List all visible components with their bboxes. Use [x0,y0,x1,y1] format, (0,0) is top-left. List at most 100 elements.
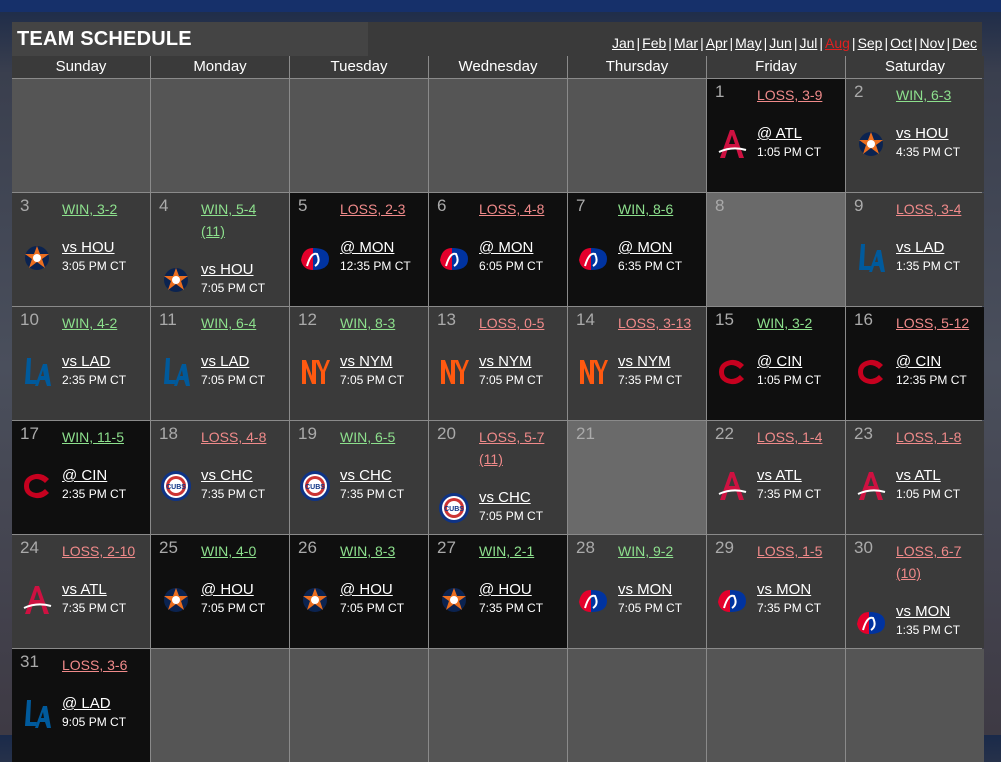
opponent-link[interactable]: vs NYM [479,353,532,370]
day-cell-7[interactable]: 7 WIN, 8-6 @ MON 6:35 PM CT [568,193,706,306]
day-cell-17[interactable]: 17 WIN, 11-5 @ CIN 2:35 PM CT [12,421,150,534]
day-cell-10[interactable]: 10 WIN, 4-2 vs LAD 2:35 PM CT [12,307,150,420]
opponent-link[interactable]: vs NYM [340,353,393,370]
month-link-feb[interactable]: Feb [642,35,667,51]
opponent-link[interactable]: vs MON [618,581,673,598]
day-cell-22[interactable]: 22 LOSS, 1-4 vs ATL 7:35 PM CT [707,421,845,534]
day-cell-1[interactable]: 1 LOSS, 3-9 @ ATL 1:05 PM CT [707,79,845,192]
opponent-link[interactable]: @ MON [340,239,395,256]
day-cell-30[interactable]: 30 LOSS, 6-7 (10) vs MON 1:35 PM CT [846,535,984,648]
game-result-link[interactable]: LOSS, 4-8 [479,201,545,217]
game-result-link[interactable]: LOSS, 5-12 [896,315,970,331]
day-cell-14[interactable]: 14 LOSS, 3-13 vs NYM 7:35 PM CT [568,307,706,420]
day-cell-9[interactable]: 9 LOSS, 3-4 vs LAD 1:35 PM CT [846,193,984,306]
opponent-link[interactable]: vs HOU [896,125,949,142]
day-cell-15[interactable]: 15 WIN, 3-2 @ CIN 1:05 PM CT [707,307,845,420]
month-link-apr[interactable]: Apr [705,35,728,51]
opponent-link[interactable]: @ CIN [62,467,108,484]
opponent-link[interactable]: @ HOU [340,581,393,598]
opponent-link[interactable]: vs LAD [62,353,111,370]
game-result-link[interactable]: LOSS, 2-3 [340,201,406,217]
day-cell-26[interactable]: 26 WIN, 8-3 @ HOU 7:05 PM CT [290,535,428,648]
day-cell-3[interactable]: 3 WIN, 3-2 vs HOU 3:05 PM CT [12,193,150,306]
day-cell-25[interactable]: 25 WIN, 4-0 @ HOU 7:05 PM CT [151,535,289,648]
game-result-link[interactable]: LOSS, 3-4 [896,201,962,217]
opponent-link[interactable]: vs ATL [62,581,107,598]
month-link-mar[interactable]: Mar [673,35,699,51]
game-result-link[interactable]: WIN, 5-4 (11) [201,201,257,239]
game-result-link[interactable]: WIN, 4-0 [201,543,257,559]
month-link-jul[interactable]: Jul [799,35,818,51]
game-result-link[interactable]: WIN, 6-4 [201,315,257,331]
month-link-sep[interactable]: Sep [857,35,883,51]
opponent-link[interactable]: vs ATL [896,467,941,484]
day-cell-31[interactable]: 31 LOSS, 3-6 @ LAD 9:05 PM CT [12,649,150,762]
weekday-header: Sunday Monday Tuesday Wednesday Thursday Frid… [12,56,984,78]
opponent-link[interactable]: @ MON [618,239,673,256]
month-link-oct[interactable]: Oct [890,35,912,51]
game-result-link[interactable]: WIN, 8-6 [618,201,674,217]
game-result-link[interactable]: LOSS, 0-5 [479,315,545,331]
month-link-may[interactable]: May [735,35,762,51]
day-cell-27[interactable]: 27 WIN, 2-1 @ HOU 7:35 PM CT [429,535,567,648]
game-result-link[interactable]: LOSS, 3-6 [62,657,128,673]
opponent-link[interactable]: @ HOU [201,581,254,598]
month-link-nov[interactable]: Nov [919,35,945,51]
game-result-link[interactable]: WIN, 3-2 [62,201,118,217]
game-result-link[interactable]: LOSS, 2-10 [62,543,136,559]
month-link-jan[interactable]: Jan [611,35,635,51]
opponent-link[interactable]: @ LAD [62,695,111,712]
day-cell-29[interactable]: 29 LOSS, 1-5 vs MON 7:35 PM CT [707,535,845,648]
game-result-link[interactable]: WIN, 3-2 [757,315,813,331]
game-result-link[interactable]: LOSS, 3-13 [618,315,692,331]
game-result-link[interactable]: WIN, 6-3 [896,87,952,103]
day-cell-2[interactable]: 2 WIN, 6-3 vs HOU 4:35 PM CT [846,79,984,192]
game-result-link[interactable]: LOSS, 3-9 [757,87,823,103]
day-cell-5[interactable]: 5 LOSS, 2-3 @ MON 12:35 PM CT [290,193,428,306]
game-result-link[interactable]: WIN, 4-2 [62,315,118,331]
game-result-link[interactable]: WIN, 6-5 [340,429,396,445]
month-link-aug[interactable]: Aug [825,35,850,51]
opponent-link[interactable]: @ MON [479,239,534,256]
opponent-link[interactable]: vs MON [757,581,812,598]
opponent-link[interactable]: @ CIN [757,353,803,370]
opponent-link[interactable]: vs CHC [340,467,392,484]
day-cell-16[interactable]: 16 LOSS, 5-12 @ CIN 12:35 PM CT [846,307,984,420]
day-cell-13[interactable]: 13 LOSS, 0-5 vs NYM 7:05 PM CT [429,307,567,420]
opponent-link[interactable]: vs CHC [479,489,531,506]
game-result-link[interactable]: LOSS, 5-7 (11) [479,429,545,467]
opponent-link[interactable]: @ CIN [896,353,942,370]
day-cell-20[interactable]: 20 LOSS, 5-7 (11) CUBS vs CHC 7:05 PM CT [429,421,567,534]
game-result-link[interactable]: WIN, 11-5 [62,429,124,445]
day-cell-12[interactable]: 12 WIN, 8-3 vs NYM 7:05 PM CT [290,307,428,420]
game-result-link[interactable]: LOSS, 1-8 [896,429,962,445]
day-cell-18[interactable]: 18 LOSS, 4-8 CUBS vs CHC 7:35 PM CT [151,421,289,534]
opponent-link[interactable]: vs CHC [201,467,253,484]
game-result-link[interactable]: WIN, 2-1 [479,543,535,559]
game-result-link[interactable]: LOSS, 6-7 (10) [896,543,962,581]
day-cell-19[interactable]: 19 WIN, 6-5 CUBS vs CHC 7:35 PM CT [290,421,428,534]
day-cell-23[interactable]: 23 LOSS, 1-8 vs ATL 1:05 PM CT [846,421,984,534]
game-result-link[interactable]: LOSS, 4-8 [201,429,267,445]
opponent-link[interactable]: vs MON [896,603,951,620]
game-result-link[interactable]: WIN, 9-2 [618,543,674,559]
opponent-link[interactable]: vs ATL [757,467,802,484]
day-cell-6[interactable]: 6 LOSS, 4-8 @ MON 6:05 PM CT [429,193,567,306]
game-result-link[interactable]: LOSS, 1-5 [757,543,823,559]
opponent-link[interactable]: @ ATL [757,125,802,142]
day-cell-24[interactable]: 24 LOSS, 2-10 vs ATL 7:35 PM CT [12,535,150,648]
day-cell-4[interactable]: 4 WIN, 5-4 (11) vs HOU 7:05 PM CT [151,193,289,306]
game-result-link[interactable]: WIN, 8-3 [340,543,396,559]
opponent-link[interactable]: vs NYM [618,353,671,370]
opponent-link[interactable]: vs LAD [896,239,945,256]
day-cell-28[interactable]: 28 WIN, 9-2 vs MON 7:05 PM CT [568,535,706,648]
day-cell-11[interactable]: 11 WIN, 6-4 vs LAD 7:05 PM CT [151,307,289,420]
opponent-link[interactable]: vs HOU [62,239,115,256]
month-link-jun[interactable]: Jun [769,35,792,51]
game-result-link[interactable]: WIN, 8-3 [340,315,396,331]
month-link-dec[interactable]: Dec [952,35,977,51]
opponent-link[interactable]: vs HOU [201,261,254,278]
opponent-link[interactable]: vs LAD [201,353,250,370]
game-result-link[interactable]: LOSS, 1-4 [757,429,823,445]
opponent-link[interactable]: @ HOU [479,581,532,598]
